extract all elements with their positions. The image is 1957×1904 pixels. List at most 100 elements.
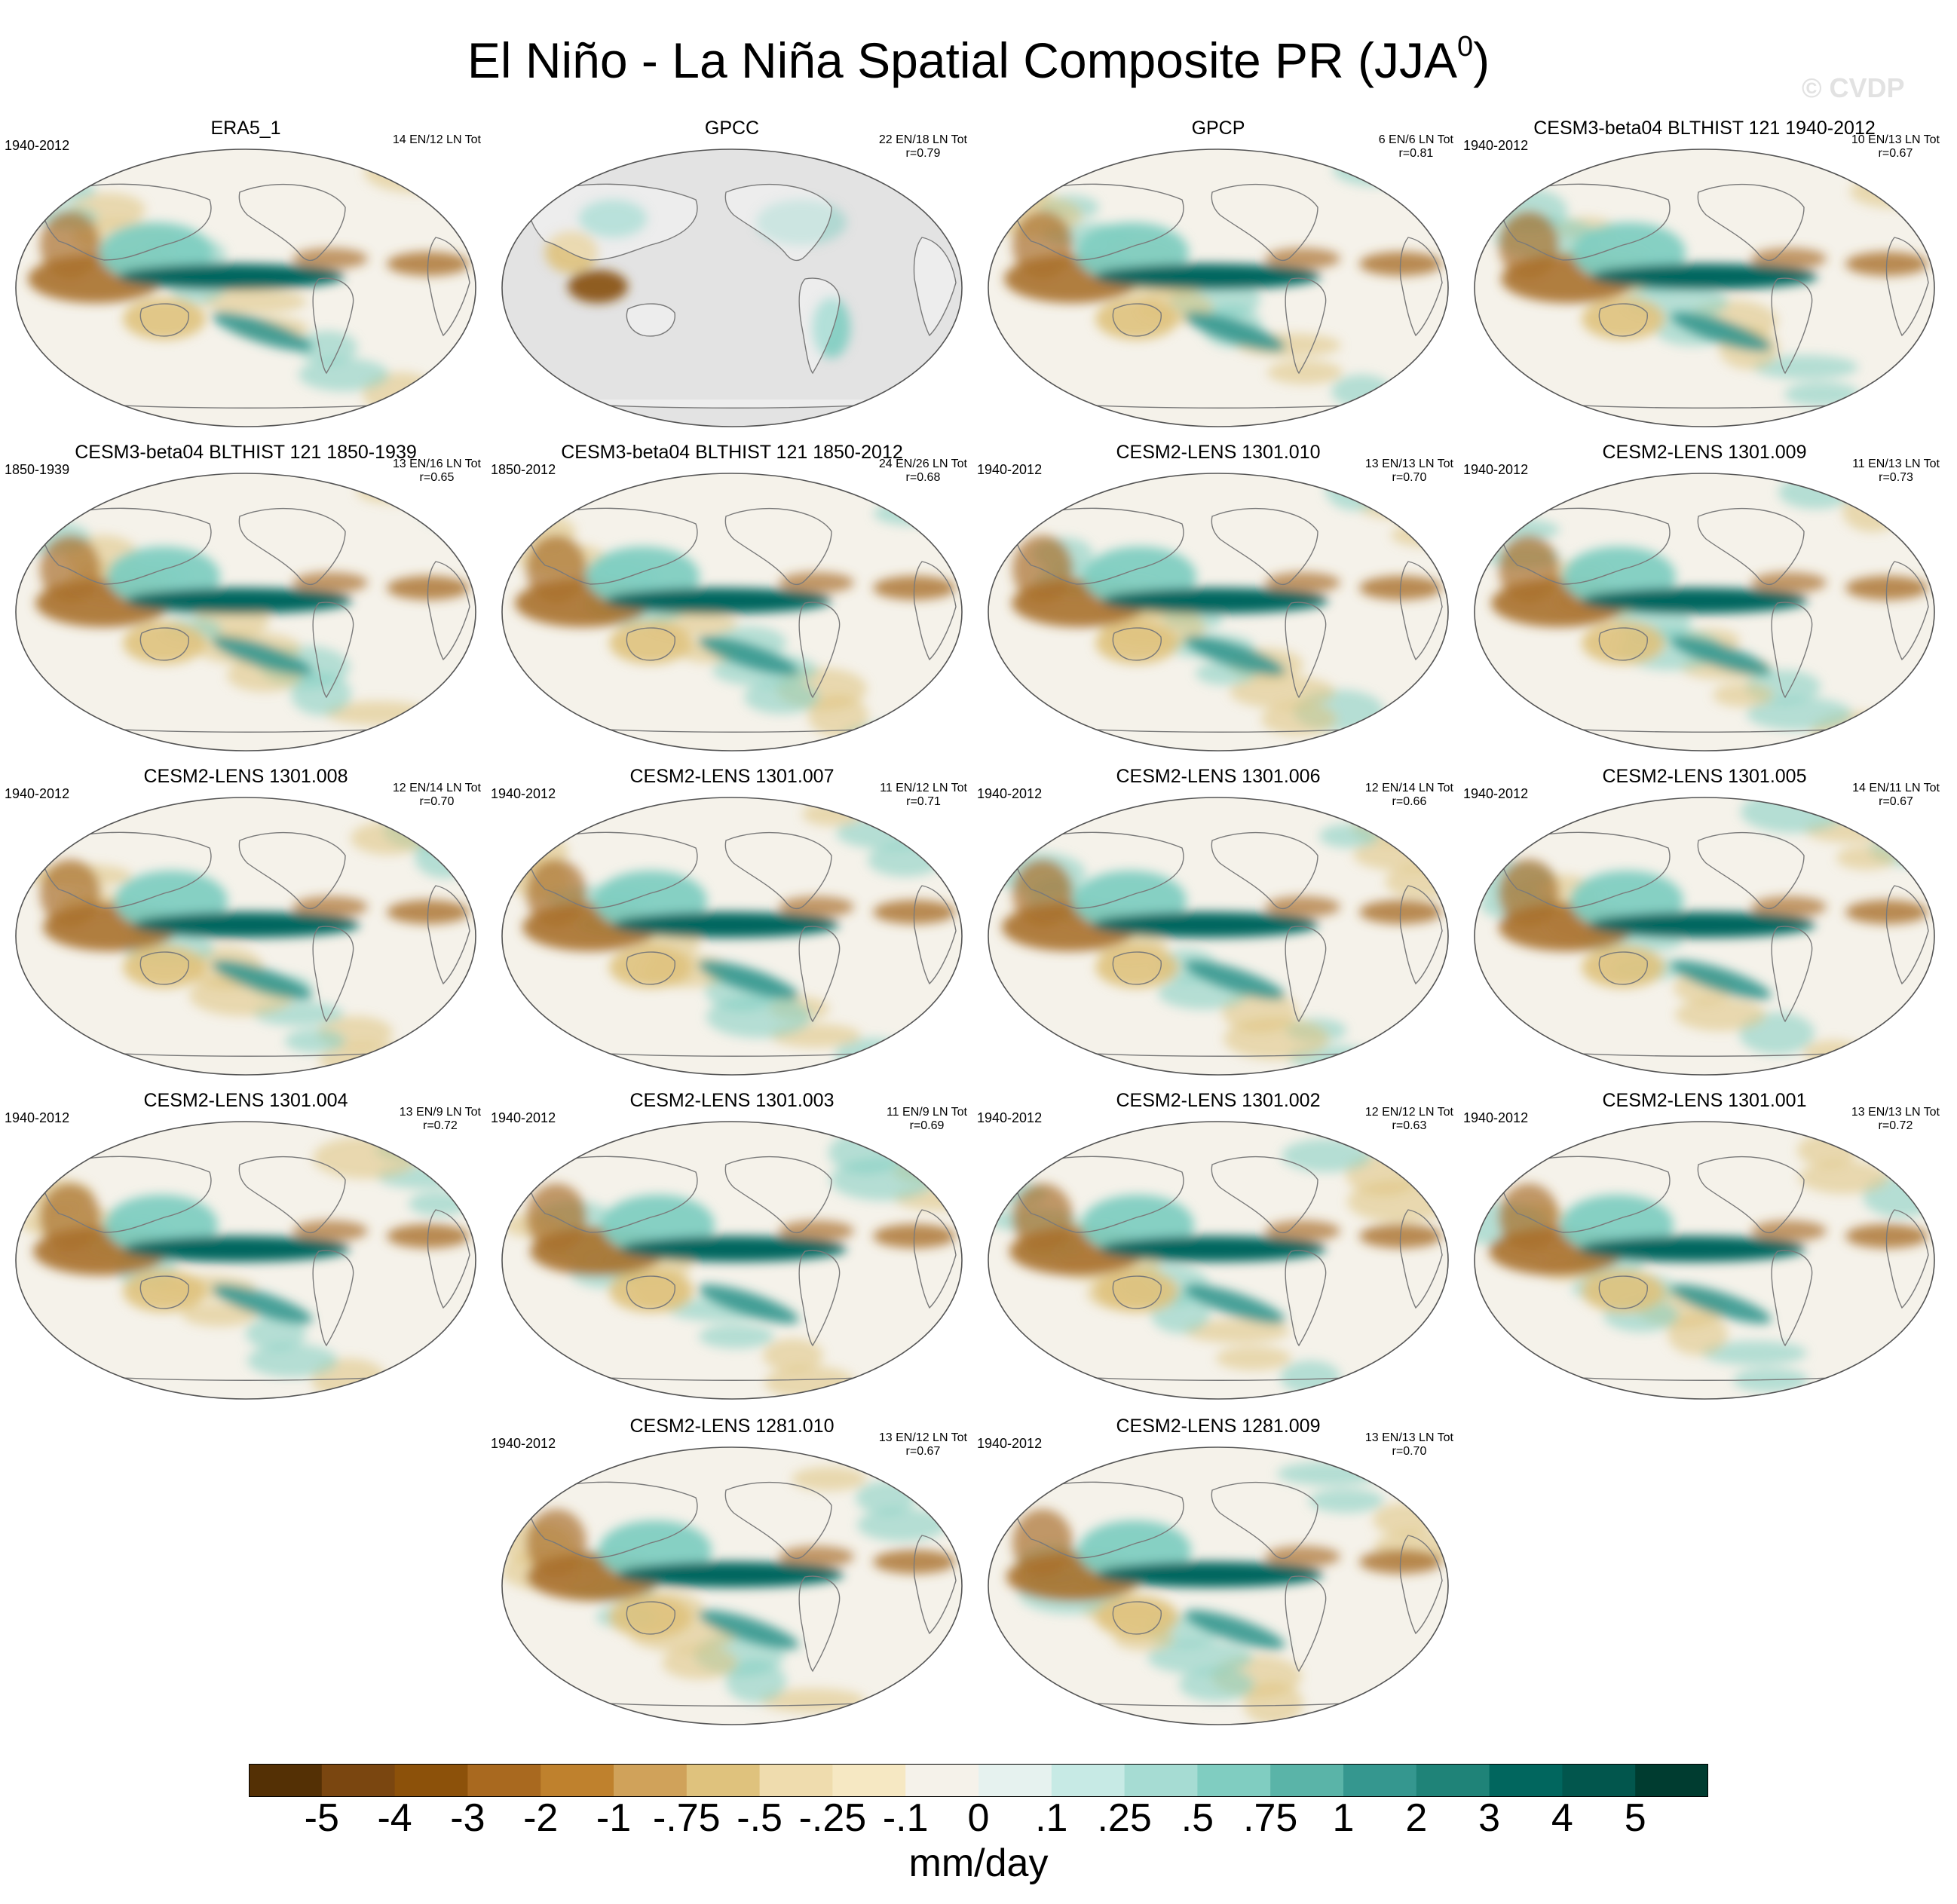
wet-anomaly-patch — [1701, 1341, 1807, 1365]
coastline-asia — [42, 183, 212, 261]
wet-anomaly-patch — [1147, 1641, 1253, 1674]
wet-anomaly-south-pacific — [698, 1284, 799, 1324]
coastline-australia — [1112, 951, 1162, 985]
coastline-asia — [1501, 831, 1671, 909]
map-boundary — [15, 1121, 476, 1400]
map-boundary — [501, 797, 963, 1076]
panel-en-ln-count: 12 EN/14 LN Tot — [392, 782, 481, 794]
precip-anomaly-map — [15, 473, 476, 751]
coastline-africa-edge — [1885, 237, 1929, 337]
dry-anomaly-patch — [1216, 1346, 1291, 1370]
map-boundary — [501, 473, 963, 751]
dry-anomaly-central-america — [1265, 1546, 1340, 1567]
coastline-australia — [626, 951, 675, 985]
panel-en-ln-count: 12 EN/12 LN Tot — [1364, 1106, 1453, 1119]
coastline-australia — [626, 1601, 675, 1635]
coastline-africa-edge — [1885, 1209, 1929, 1309]
wet-anomaly-patch — [1747, 697, 1852, 730]
dry-anomaly-central-america — [1751, 572, 1827, 593]
dry-anomaly-central-america — [779, 572, 854, 593]
figure-title: El Niño - La Niña Spatial Composite PR (… — [467, 31, 1490, 88]
panel-title: CESM2-LENS 1301.004 — [143, 1090, 348, 1111]
wet-anomaly-patch — [247, 1344, 338, 1377]
wet-anomaly-patch — [1282, 1139, 1372, 1172]
dry-anomaly-patch — [1224, 1018, 1329, 1060]
wet-anomaly-equatorial-pacific — [1095, 264, 1321, 289]
panel-pattern-correlation: r=0.72 — [422, 1119, 458, 1132]
coastline-africa-edge — [1885, 561, 1929, 661]
colorbar-swatch — [759, 1764, 833, 1797]
panel-en-ln-count: 13 EN/13 LN Tot — [1364, 1431, 1453, 1444]
panel-years: 1940-2012 — [977, 786, 1043, 801]
wet-anomaly-patch — [868, 843, 943, 877]
dry-anomaly-patch — [1184, 1319, 1290, 1343]
coastline-australia — [1112, 1275, 1162, 1309]
coastline-north-america — [238, 831, 346, 910]
wet-anomaly-patch — [1753, 355, 1858, 379]
panel-years: 1940-2012 — [977, 1110, 1043, 1125]
panel-title: CESM2-LENS 1301.009 — [1602, 442, 1807, 463]
panel-en-ln-count: 13 EN/16 LN Tot — [392, 458, 481, 470]
coastline-asia — [1015, 1481, 1184, 1559]
dry-anomaly-central-america — [1751, 248, 1827, 269]
wet-anomaly-patch — [421, 494, 476, 527]
coastline-africa-edge — [1399, 885, 1443, 985]
panel-pattern-correlation: r=0.79 — [905, 147, 941, 160]
panel-title: CESM2-LENS 1281.010 — [629, 1416, 835, 1437]
dry-anomaly-central-america — [1265, 572, 1340, 593]
wet-anomaly-patch — [1331, 375, 1392, 408]
panel-years: 1940-2012 — [5, 138, 70, 153]
coastline-australia — [1598, 627, 1648, 661]
coastline-australia — [139, 303, 189, 337]
panel-years: 1940-2012 — [1463, 462, 1529, 477]
precip-anomaly-map — [501, 1121, 963, 1400]
wet-anomaly-south-pacific — [212, 1284, 313, 1324]
coastline-asia — [42, 507, 212, 585]
precip-anomaly-map — [1474, 1121, 1935, 1400]
panel-years: 1940-2012 — [977, 462, 1043, 477]
coastline-antarctica — [529, 399, 938, 409]
panel-title: CESM2-LENS 1281.009 — [1116, 1416, 1321, 1437]
panel-pattern-correlation: r=0.72 — [1878, 1119, 1913, 1132]
panel-pattern-correlation: r=0.69 — [909, 1119, 945, 1132]
wet-anomaly-north-america — [756, 200, 847, 245]
panel-en-ln-count: 13 EN/12 LN Tot — [878, 1431, 967, 1444]
coastline-australia — [1112, 303, 1162, 337]
coastline-africa-edge — [427, 237, 470, 337]
map-boundary — [15, 473, 476, 751]
dry-anomaly-patch — [351, 822, 426, 855]
dry-anomaly-patch — [1803, 1040, 1864, 1064]
coastline-north-america — [238, 1156, 346, 1234]
panel-en-ln-count: 13 EN/13 LN Tot — [1851, 1106, 1940, 1119]
precip-anomaly-map — [988, 1121, 1449, 1400]
coastline-north-america — [1211, 1481, 1318, 1560]
wet-anomaly-south-pacific — [1184, 1610, 1285, 1649]
coastline-africa-edge — [913, 237, 957, 337]
map-boundary — [988, 148, 1449, 427]
colorbar-tick-label: -.75 — [652, 1796, 721, 1840]
coastline-north-america — [724, 1481, 832, 1560]
wet-anomaly-patch — [415, 836, 475, 878]
wet-anomaly-patch — [299, 358, 389, 391]
coastline-south-america — [1285, 602, 1327, 699]
map-boundary — [501, 1121, 963, 1400]
panel-event-counts: 24 EN/26 LN Tot r=0.68 — [879, 458, 967, 485]
coastline-asia — [42, 831, 212, 909]
map-panel: CESM2-LENS 1301.008 1940-2012 12 EN/14 LN … — [5, 765, 487, 1089]
coastline-south-america — [1285, 1250, 1327, 1347]
colorbar-tick-label: -1 — [596, 1796, 632, 1840]
panel-event-counts: 22 EN/18 LN Tot r=0.79 — [879, 133, 967, 161]
map-panel: CESM2-LENS 1301.006 1940-2012 12 EN/14 LN … — [977, 765, 1459, 1089]
colorbar-swatch — [1124, 1764, 1198, 1797]
dry-anomaly-patch — [1347, 1180, 1448, 1223]
colorbar-tick-label: -5 — [304, 1796, 339, 1840]
coastline-australia — [139, 627, 189, 661]
panel-pattern-correlation: r=0.63 — [1392, 1119, 1427, 1132]
wet-anomaly-equatorial-pacific — [617, 1562, 844, 1587]
colorbar — [249, 1764, 1708, 1797]
panel-title: CESM2-LENS 1301.007 — [629, 766, 835, 787]
coastline-africa-edge — [1399, 1535, 1443, 1635]
map-boundary — [1474, 148, 1935, 427]
panel-years: 1940-2012 — [5, 786, 70, 801]
coastline-south-america — [1285, 926, 1327, 1023]
